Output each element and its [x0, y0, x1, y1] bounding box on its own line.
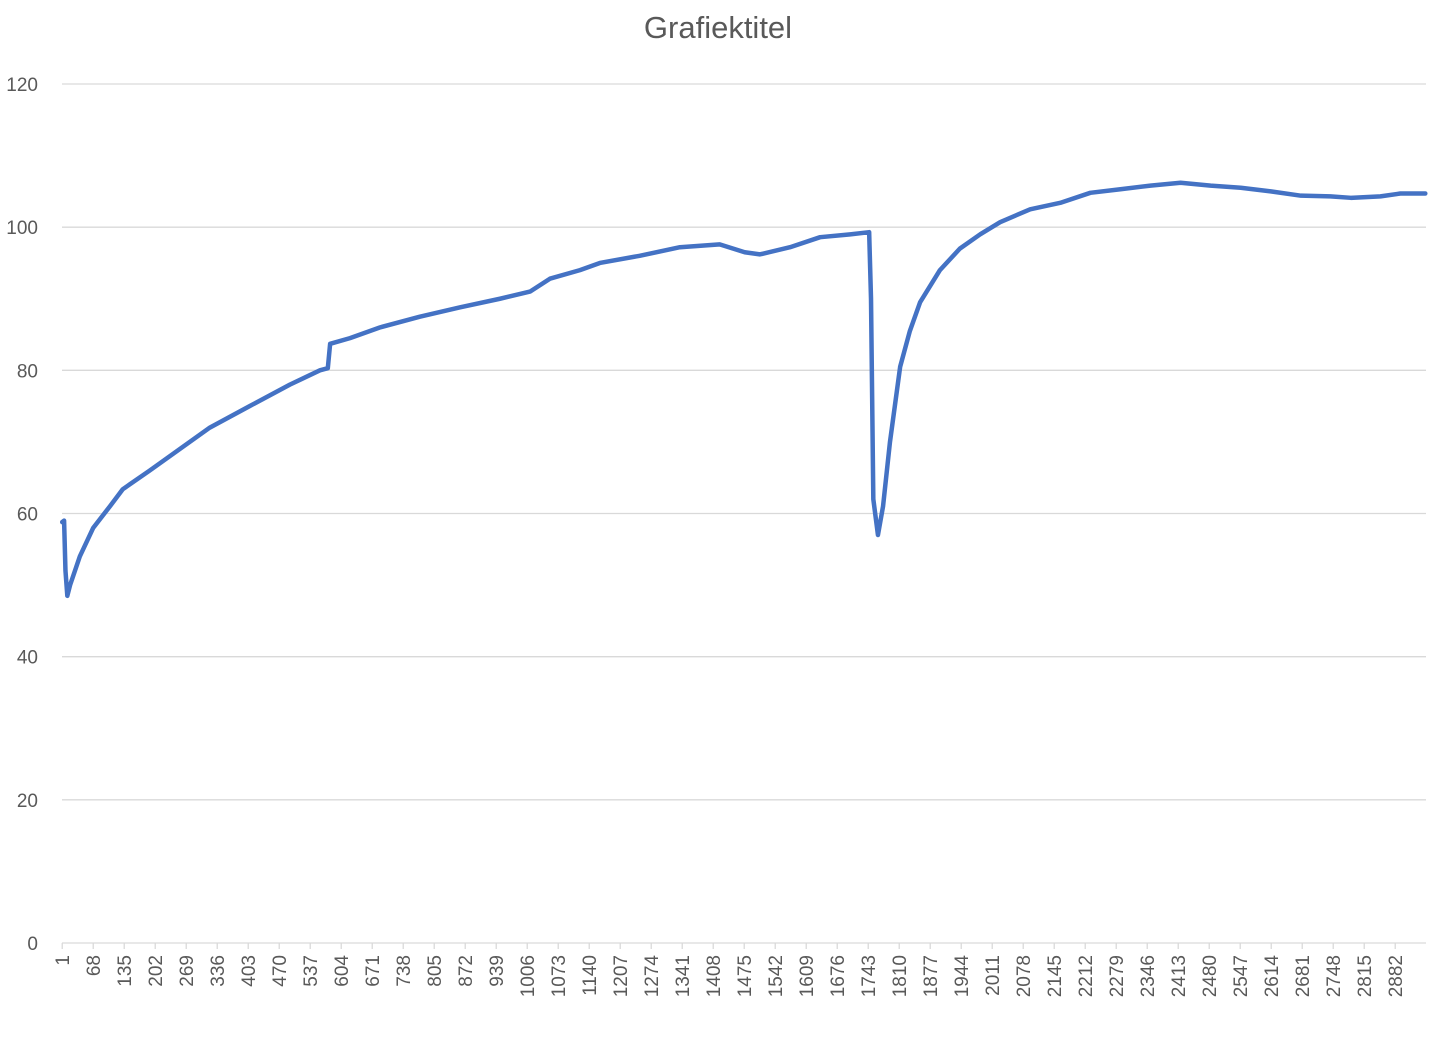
- x-tick-label: 2614: [1262, 955, 1283, 998]
- x-tick-label: 1: [53, 955, 74, 966]
- x-tick-label: 2882: [1386, 955, 1407, 997]
- x-tick-label: 1743: [859, 955, 880, 997]
- y-tick-label: 100: [6, 218, 38, 239]
- x-tick-label: 2413: [1169, 955, 1190, 997]
- x-tick-label: 1140: [580, 955, 601, 996]
- x-tick-label: 1274: [642, 955, 663, 998]
- x-tick-label: 604: [332, 955, 353, 987]
- x-tick-label: 2212: [1076, 955, 1097, 997]
- x-tick-label: 1542: [766, 955, 787, 997]
- x-tick-label: 2815: [1355, 955, 1376, 997]
- y-tick-label: 0: [27, 934, 38, 955]
- x-tick-label: 1475: [735, 955, 756, 997]
- chart-title: Grafiektitel: [644, 10, 792, 45]
- x-tick-label: 2681: [1293, 955, 1314, 997]
- x-tick-label: 939: [487, 955, 508, 987]
- x-tick-label: 1944: [952, 955, 973, 998]
- x-tick-label: 1810: [890, 955, 911, 997]
- x-tick-label: 336: [208, 955, 229, 987]
- x-tick-label: 872: [456, 955, 477, 987]
- x-tick-label: 1609: [797, 955, 818, 997]
- x-tick-label: 671: [363, 955, 384, 987]
- x-tick-label: 2547: [1231, 955, 1252, 997]
- x-tick-label: 1676: [828, 955, 849, 997]
- x-tick-label: 738: [394, 955, 415, 987]
- x-tick-label: 805: [425, 955, 446, 987]
- x-tick-label: 2480: [1200, 955, 1221, 997]
- x-tick-label: 1877: [921, 955, 942, 997]
- y-tick-label: 20: [17, 791, 38, 812]
- x-tick-label: 1073: [549, 955, 570, 997]
- x-tick-label: 2011: [983, 955, 1004, 996]
- x-tick-label: 403: [239, 955, 260, 987]
- x-tick-label: 1207: [611, 955, 632, 997]
- x-tick-label: 1408: [704, 955, 725, 997]
- x-tick-label: 269: [177, 955, 198, 987]
- x-tick-label: 2748: [1324, 955, 1345, 997]
- x-tick-label: 2346: [1138, 955, 1159, 997]
- x-tick-label: 135: [115, 955, 136, 987]
- y-tick-label: 120: [6, 75, 38, 96]
- y-tick-label: 80: [17, 361, 38, 382]
- x-tick-label: 2078: [1014, 955, 1035, 997]
- y-tick-label: 40: [17, 648, 38, 669]
- y-tick-label: 60: [17, 505, 38, 526]
- x-tick-label: 68: [84, 955, 105, 976]
- x-tick-label: 202: [146, 955, 167, 987]
- x-tick-label: 470: [270, 955, 291, 987]
- x-tick-label: 2279: [1107, 955, 1128, 997]
- data-line: [59, 180, 1428, 599]
- x-tick-label: 1341: [673, 955, 694, 997]
- x-tick-label: 1006: [518, 955, 539, 997]
- x-tick-label: 537: [301, 955, 322, 987]
- x-tick-label: 2145: [1045, 955, 1066, 997]
